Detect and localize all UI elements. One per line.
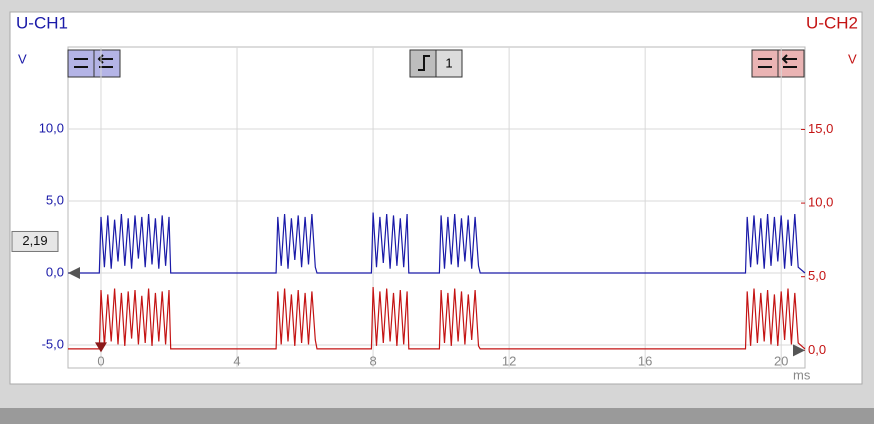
- ch1-zero-marker: [68, 266, 80, 279]
- cursor-box: [11, 230, 59, 252]
- channel-left: U-CH1: [16, 13, 68, 32]
- x-tick-label: 20: [774, 353, 788, 368]
- y2-tick-label: 15,0: [808, 121, 833, 136]
- x-unit: ms: [793, 367, 811, 382]
- x-tick-label: 16: [638, 353, 652, 368]
- y2-unit: V: [848, 51, 857, 66]
- ch2-buttons[interactable]: [751, 49, 805, 78]
- trigger-marker: [94, 342, 107, 353]
- y-tick-label: 10,0: [39, 120, 64, 135]
- x-tick-label: 4: [233, 353, 240, 368]
- y-tick-label: 5,0: [46, 192, 64, 207]
- y2-tick-label: 5,0: [808, 268, 826, 283]
- signal-trace: [68, 212, 806, 274]
- x-tick-label: 12: [502, 353, 516, 368]
- y2-tick-label: 10,0: [808, 195, 833, 210]
- x-tick-label: 8: [369, 353, 376, 368]
- bottom-bar: [0, 408, 874, 424]
- ch2-zero-marker: [793, 344, 805, 357]
- ch1-buttons[interactable]: [67, 49, 121, 78]
- y2-tick-label: 0,0: [808, 342, 826, 357]
- plot-area: [67, 46, 806, 369]
- x-tick-label: 0: [97, 353, 104, 368]
- y-tick-label: -5,0: [42, 336, 64, 351]
- channel-right: U-CH2: [806, 13, 858, 32]
- signal-trace: [68, 286, 806, 350]
- y-unit: V: [18, 51, 27, 66]
- trigger-button[interactable]: 1: [409, 49, 463, 78]
- trigger-label: 1: [445, 55, 452, 70]
- cursor-label: 2,19: [22, 233, 47, 248]
- y-tick-label: 0,0: [46, 264, 64, 279]
